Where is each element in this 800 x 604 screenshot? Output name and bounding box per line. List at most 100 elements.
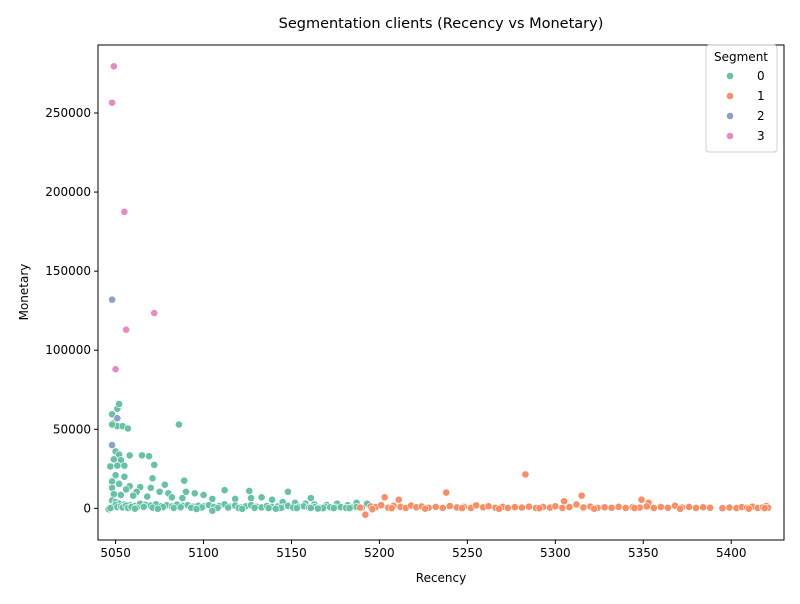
data-point-segment-0 — [345, 504, 354, 513]
data-point-segment-3 — [120, 207, 129, 216]
data-point-segment-0 — [306, 494, 315, 502]
legend-marker-segment-2 — [726, 112, 734, 120]
data-point-segment-0 — [124, 424, 132, 433]
data-point-segment-1 — [621, 503, 630, 512]
legend-marker-segment-1 — [726, 92, 734, 100]
data-point-segment-0 — [120, 472, 129, 481]
data-point-segment-0 — [284, 487, 292, 496]
data-point-segment-1 — [760, 504, 769, 513]
data-point-segment-2 — [108, 441, 116, 450]
data-point-segment-1 — [706, 503, 715, 512]
data-point-segment-1 — [565, 503, 574, 512]
data-point-segment-1 — [572, 500, 581, 509]
data-point-segment-0 — [247, 494, 255, 502]
data-point-segment-1 — [518, 503, 526, 512]
data-point-segment-0 — [138, 451, 146, 460]
y-axis-title: Monetary — [17, 264, 31, 321]
data-point-segment-0 — [257, 493, 266, 502]
x-tick-label: 5200 — [364, 546, 395, 560]
data-point-segment-0 — [150, 460, 159, 469]
data-point-segment-1 — [431, 503, 440, 511]
data-points — [104, 62, 773, 519]
data-point-segment-0 — [238, 504, 247, 513]
data-point-segment-1 — [558, 503, 567, 512]
data-point-segment-1 — [551, 502, 560, 511]
data-point-segment-1 — [577, 491, 586, 500]
data-point-segment-0 — [146, 483, 155, 492]
data-point-segment-0 — [176, 503, 185, 512]
data-point-segment-0 — [268, 495, 277, 504]
data-point-segment-1 — [442, 488, 451, 497]
data-point-segment-3 — [111, 365, 120, 374]
data-point-segment-0 — [106, 504, 115, 513]
plot-frame — [97, 44, 785, 541]
data-point-segment-1 — [484, 502, 493, 511]
data-point-segment-0 — [145, 452, 153, 461]
data-point-segment-0 — [115, 400, 124, 408]
data-point-segment-0 — [208, 494, 217, 503]
x-tick-label: 5400 — [716, 546, 747, 560]
data-point-segment-1 — [387, 504, 396, 513]
data-point-segment-1 — [368, 505, 377, 514]
data-point-segment-0 — [190, 489, 199, 498]
y-axis-ticks: 0 50000 100000 150000 200000 250000 — [45, 106, 98, 515]
data-point-segment-1 — [744, 504, 753, 513]
data-point-segment-0 — [178, 494, 187, 502]
legend-entries: 0 1 2 3 — [726, 69, 765, 143]
legend-label-segment-0: 0 — [757, 69, 765, 83]
data-point-segment-0 — [131, 504, 139, 513]
data-point-segment-1 — [676, 504, 685, 513]
data-point-segment-0 — [271, 504, 280, 513]
data-point-segment-3 — [150, 309, 159, 317]
data-point-segment-0 — [167, 493, 176, 502]
data-point-segment-1 — [503, 503, 512, 512]
y-tick-label: 200000 — [45, 185, 91, 199]
data-point-segment-0 — [139, 502, 148, 511]
data-point-segment-0 — [111, 471, 120, 480]
data-point-segment-3 — [109, 62, 118, 71]
data-point-segment-3 — [108, 98, 116, 107]
data-point-segment-1 — [535, 504, 544, 513]
data-point-segment-0 — [182, 487, 190, 496]
legend-marker-segment-3 — [726, 132, 734, 140]
data-point-segment-3 — [122, 325, 131, 334]
data-point-segment-0 — [122, 485, 131, 494]
data-point-segment-1 — [685, 503, 693, 511]
x-axis-title: Recency — [416, 571, 466, 585]
data-point-segment-1 — [692, 503, 700, 512]
legend-label-segment-2: 2 — [757, 109, 765, 123]
data-point-segment-1 — [521, 470, 530, 479]
data-point-segment-0 — [115, 479, 124, 488]
x-tick-label: 5250 — [452, 546, 483, 560]
x-axis-ticks: 5050 5100 5150 5200 5250 5300 5350 5400 — [100, 540, 747, 560]
data-point-segment-1 — [445, 502, 454, 510]
legend-title: Segment — [714, 50, 768, 64]
data-point-segment-1 — [560, 497, 569, 506]
plot-area: 5050 5100 5150 5200 5250 5300 5350 5400 0 50000 1… — [45, 44, 785, 560]
y-tick-label: 100000 — [45, 343, 91, 357]
legend-marker-segment-0 — [726, 72, 734, 80]
data-point-segment-1 — [664, 503, 672, 512]
data-point-segment-1 — [642, 502, 651, 511]
data-point-segment-0 — [231, 494, 240, 503]
data-point-segment-0 — [306, 503, 315, 512]
data-point-segment-0 — [169, 503, 178, 512]
data-point-segment-1 — [495, 504, 503, 513]
data-point-segment-1 — [590, 504, 598, 513]
data-point-segment-0 — [160, 480, 169, 489]
data-point-segment-0 — [108, 420, 116, 429]
data-point-segment-0 — [264, 504, 273, 512]
data-point-segment-0 — [116, 456, 125, 465]
data-point-segment-1 — [649, 503, 658, 512]
data-point-segment-1 — [458, 504, 467, 512]
data-point-segment-1 — [380, 493, 389, 502]
data-point-segment-1 — [361, 510, 370, 519]
data-point-segment-1 — [510, 503, 519, 512]
y-tick-label: 0 — [83, 501, 91, 515]
data-point-segment-0 — [313, 504, 322, 513]
data-point-segment-1 — [630, 504, 639, 512]
data-point-segment-0 — [192, 505, 201, 513]
x-tick-label: 5300 — [540, 546, 571, 560]
data-point-segment-1 — [356, 503, 364, 512]
